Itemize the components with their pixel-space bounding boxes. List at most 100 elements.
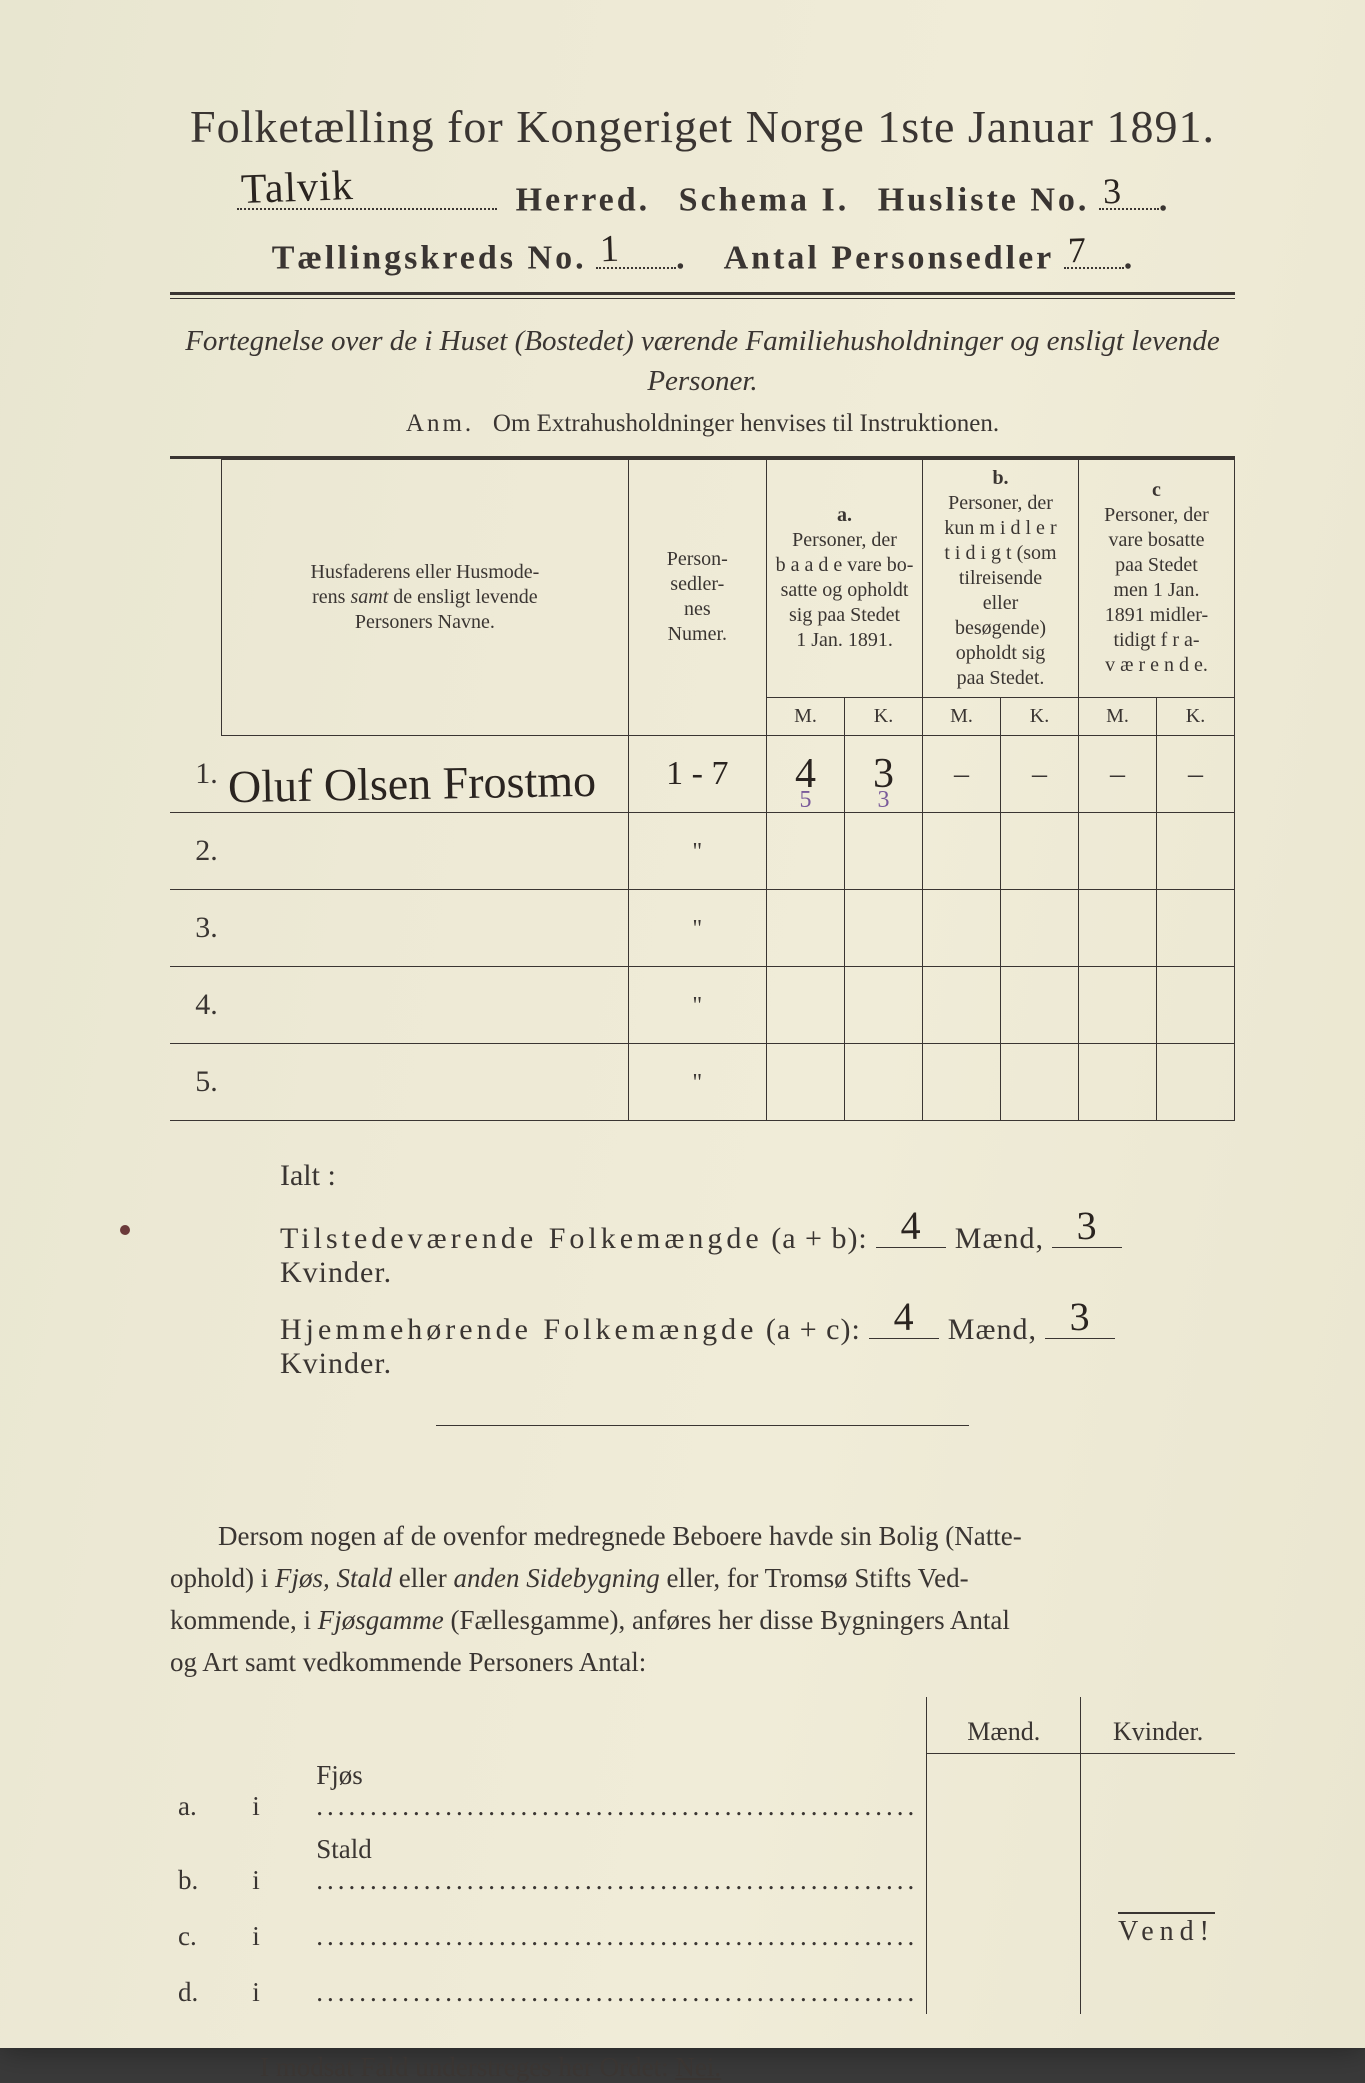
name-cell [222,966,628,1043]
building-row: b.iStald ...............................… [170,1828,1235,1902]
anm-text: Om Extrahusholdninger henvises til Instr… [493,410,999,437]
subtitle: Fortegnelse over de i Huset (Bostedet) v… [170,321,1235,402]
col-a-m: M. [767,697,845,735]
maend-label: Mænd, [955,1222,1044,1255]
herred-label: Herred. [516,181,651,218]
hjem-m-field: 4 [869,1302,939,1339]
mk-m-cell [927,1958,1081,2014]
mk-m-cell [927,1828,1081,1902]
hjem-m-hw: 4 [893,1293,915,1340]
table-row: 4." [170,966,1235,1043]
col-numer: Person-sedler-nesNumer. [667,548,728,645]
row-number: 3. [170,889,222,966]
row-name: ........................................… [308,1958,927,2014]
rule-1 [170,292,1235,299]
mk-m-cell [927,1902,1081,1958]
row-number: 1. [170,735,222,812]
numer-cell: 1 - 7 [628,735,767,812]
table-row: 1.Oluf Olsen Frostmo1 - 74533–––– [170,735,1235,812]
table-row: 2. " [170,812,1235,889]
value-cell: – [1156,735,1234,812]
row-i: i [244,1958,308,2014]
enumeration-table: Husfaderens eller Husmode-rens samt de e… [170,459,1235,1121]
col-name: Husfaderens eller Husmode-rens samt de e… [311,561,540,633]
hjem-k-field: 3 [1045,1302,1115,1339]
row-letter: b. [170,1828,244,1902]
col-c: Personer, dervare bosattepaa Stedetmen 1… [1083,503,1230,678]
value-cell [1156,812,1234,889]
value-cell [923,966,1001,1043]
row-number: 2. [170,812,222,889]
mk-k-cell [1081,1828,1235,1902]
value-cell [1156,1043,1234,1120]
antal-no-hw: 7 [1067,228,1087,271]
col-b-k: K. [1001,697,1079,735]
col-b: Personer, derkun m i d l e rt i d i g t … [927,491,1074,691]
row-name: Fjøs ...................................… [308,1754,927,1828]
ialt-label: Ialt : [280,1159,1235,1193]
hjem-k-hw: 3 [1070,1293,1092,1340]
numer-cell: " [628,812,767,889]
value-cell [923,812,1001,889]
value-cell [1078,1043,1156,1120]
value-cell: – [923,735,1001,812]
kvinder-label: Kvinder. [280,1256,392,1289]
tkreds-label: Tællingskreds No. [272,240,587,277]
value-cell: 33 [845,735,923,812]
numer-cell: " [628,889,767,966]
value-cell [923,889,1001,966]
value-cell [767,812,845,889]
mk-k-cell [1081,1958,1235,2014]
col-a: Personer, derb a a d e vare bo-satte og … [771,528,918,653]
page-title: Folketælling for Kongeriget Norge 1ste J… [170,100,1235,153]
row-name: Stald ..................................… [308,1828,927,1902]
numer-cell: " [628,1043,767,1120]
name-cell [222,812,628,889]
value-cell [1156,889,1234,966]
value-cell [845,812,923,889]
value-cell [1001,812,1079,889]
value-cell [1001,889,1079,966]
value-cell [1156,966,1234,1043]
table-row: 3. " [170,889,1235,966]
husliste-no-hw: 3 [1102,170,1122,213]
anm-line: Anm. Om Extrahusholdninger henvises til … [170,410,1235,438]
value-cell [845,1043,923,1120]
name-cell [222,889,628,966]
value-cell [1001,1043,1079,1120]
value-cell [1078,889,1156,966]
vend-label: Vend! [1118,1912,1215,1948]
row-letter: a. [170,1754,244,1828]
herred-field: Talvik [237,171,497,210]
value-cell [845,966,923,1043]
numer-cell: " [628,966,767,1043]
value-cell [767,1043,845,1120]
row-i: i [244,1828,308,1902]
herred-handwritten: Talvik [240,162,354,214]
mk-m-cell [927,1754,1081,1828]
mk-kvinder: Kvinder. [1081,1697,1235,1754]
value-cell: – [1078,735,1156,812]
red-mark [120,1225,130,1235]
dersom-paragraph: Dersom nogen af de ovenfor medregnede Be… [170,1516,1235,1683]
row-name: ........................................… [308,1902,927,1958]
nei: Nei. [675,2052,721,2082]
schema-label: Schema I. [679,181,850,218]
tilst-m-field: 4 [876,1211,946,1248]
antal-label: Antal Personsedler [724,240,1055,277]
antal-field: 7 [1064,229,1124,268]
value-cell [1078,966,1156,1043]
col-a-k: K. [845,697,923,735]
rule-2 [436,1425,969,1426]
tilstedevaerende-line: Tilstedeværende Folkemængde (a + b): 4 M… [280,1211,1235,1290]
tkreds-field: 1 [596,229,676,268]
col-b-letter: b. [927,466,1074,491]
mk-k-cell [1081,1754,1235,1828]
totals-block: Ialt : Tilstedeværende Folkemængde (a + … [280,1159,1235,1381]
tilst-label: Tilstedeværende Folkemængde [280,1222,763,1255]
building-row: a.iFjøs ................................… [170,1754,1235,1828]
row-letter: d. [170,1958,244,2014]
col-c-letter: c [1083,478,1230,503]
col-b-m: M. [923,697,1001,735]
tilst-m-hw: 4 [900,1202,922,1249]
